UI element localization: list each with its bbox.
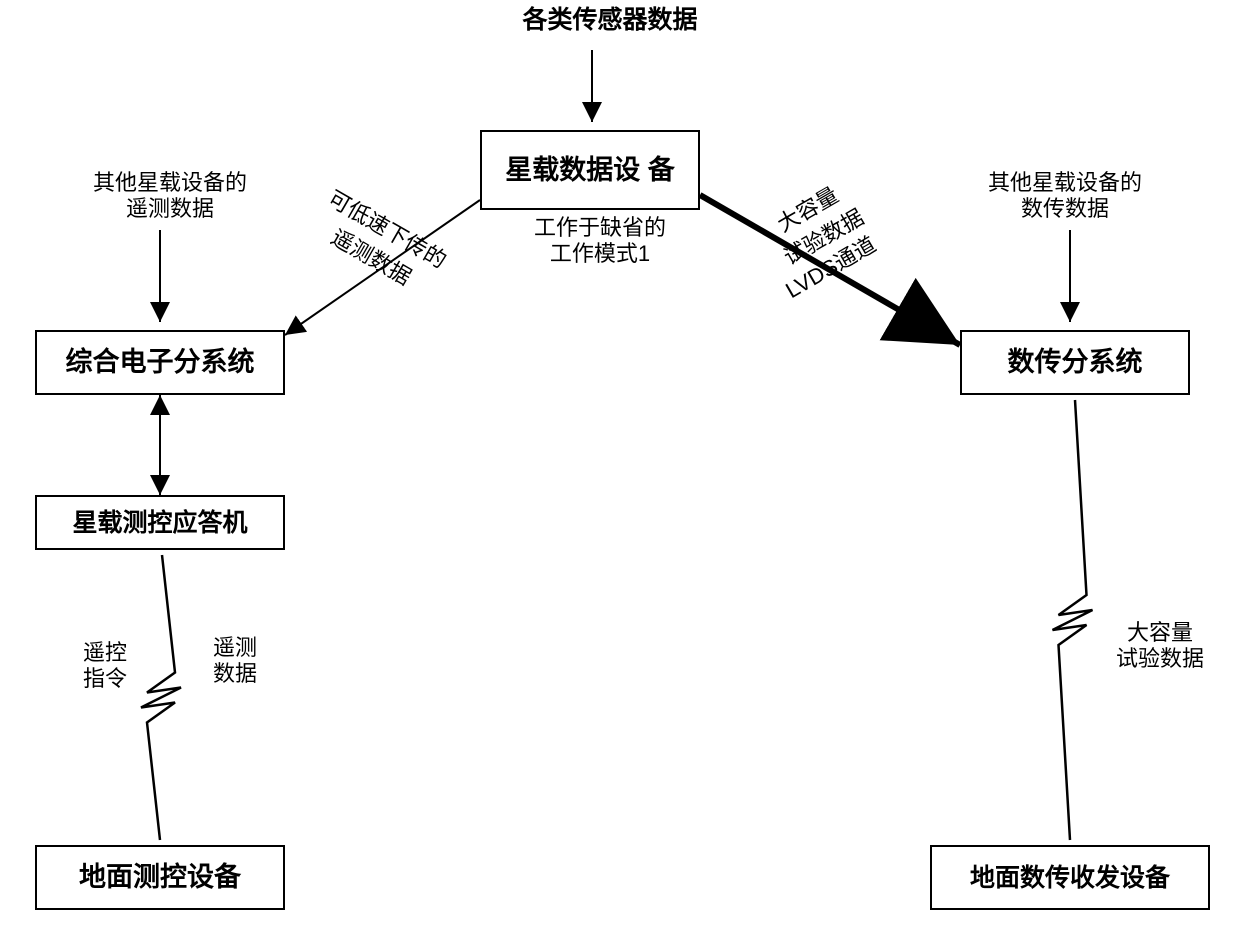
node-integrated_elec: 综合电子分系统 [35,330,285,395]
node-onboard_mode: 工作于缺省的 工作模式1 [500,215,700,270]
node-transponder: 星载测控应答机 [35,495,285,550]
node-big_data2: 大容量 试验数据 [1105,620,1215,675]
node-other_telemetry: 其他星载设备的 遥测数据 [65,170,275,225]
node-datatx_subsys: 数传分系统 [960,330,1190,395]
node-rc_cmd: 遥控 指令 [75,640,135,695]
node-sensor_label: 各类传感器数据 [480,5,740,45]
node-ground_ttc: 地面测控设备 [35,845,285,910]
node-other_datatx: 其他星载设备的 数传数据 [960,170,1170,225]
node-tm_data: 遥测 数据 [205,635,265,690]
node-ground_datatx: 地面数传收发设备 [930,845,1210,910]
edge-label-low_speed: 可低速下传的 遥测数据 [277,164,482,319]
node-onboard_data: 星载数据设 备 [480,130,700,210]
